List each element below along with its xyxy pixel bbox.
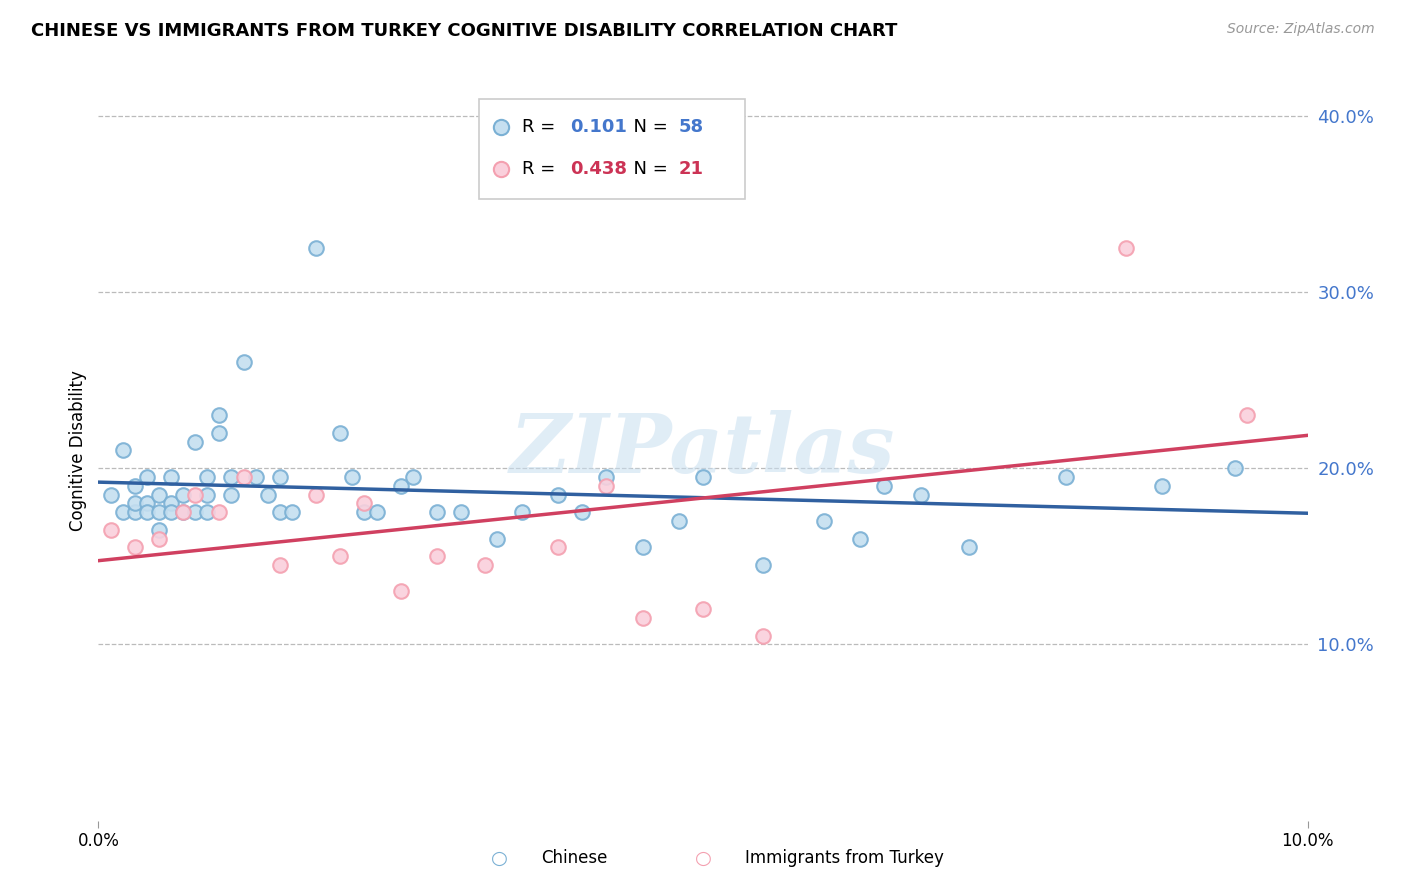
Text: CHINESE VS IMMIGRANTS FROM TURKEY COGNITIVE DISABILITY CORRELATION CHART: CHINESE VS IMMIGRANTS FROM TURKEY COGNIT… (31, 22, 897, 40)
Point (160, 496, 183, 510)
Point (668, 514, 690, 528)
Text: 58: 58 (679, 118, 704, 136)
Point (752, 558, 775, 572)
Point (571, 505, 593, 519)
Point (135, 470, 157, 484)
Point (111, 443, 134, 458)
Point (595, 470, 617, 484)
Point (547, 541, 569, 555)
Point (957, 541, 980, 555)
Point (184, 434, 207, 449)
Point (256, 487, 278, 501)
Point (124, 541, 146, 555)
Point (353, 496, 375, 510)
Point (426, 505, 449, 519)
Point (172, 487, 194, 501)
Point (366, 505, 388, 519)
Point (1115, 241, 1137, 255)
Point (172, 505, 194, 519)
Point (595, 479, 617, 493)
Point (208, 505, 231, 519)
Point (305, 241, 328, 255)
Point (269, 505, 291, 519)
Text: ZIPatlas: ZIPatlas (510, 410, 896, 491)
Point (269, 470, 291, 484)
Point (195, 487, 218, 501)
Point (342, 470, 364, 484)
Text: 21: 21 (679, 161, 704, 178)
Point (221, 470, 243, 484)
Text: Chinese: Chinese (541, 849, 607, 867)
Point (1236, 408, 1258, 422)
Point (631, 541, 654, 555)
Point (631, 611, 654, 625)
Point (426, 549, 449, 564)
Point (474, 558, 496, 572)
Point (124, 505, 146, 519)
Point (1223, 461, 1246, 475)
Text: ○: ○ (695, 848, 711, 868)
Point (305, 487, 328, 501)
Text: N =: N = (621, 161, 673, 178)
Y-axis label: Cognitive Disability: Cognitive Disability (69, 370, 87, 531)
Text: R =: R = (522, 161, 561, 178)
Text: 0.101: 0.101 (569, 118, 627, 136)
FancyBboxPatch shape (479, 99, 745, 199)
Point (692, 470, 714, 484)
Point (148, 487, 170, 501)
Point (232, 470, 254, 484)
Point (849, 532, 872, 546)
Point (1152, 479, 1174, 493)
Point (135, 505, 157, 519)
Point (813, 514, 835, 528)
Point (269, 558, 291, 572)
Point (195, 505, 218, 519)
Point (389, 584, 412, 599)
Point (195, 470, 218, 484)
Text: 0.438: 0.438 (569, 161, 627, 178)
Point (184, 487, 207, 501)
Point (135, 496, 157, 510)
Point (281, 505, 304, 519)
Point (245, 470, 267, 484)
Point (752, 628, 775, 642)
Point (160, 470, 183, 484)
Point (232, 355, 254, 369)
Point (184, 505, 207, 519)
Point (100, 523, 122, 537)
Text: ○: ○ (491, 848, 508, 868)
Point (124, 496, 146, 510)
Text: N =: N = (621, 118, 673, 136)
Point (547, 487, 569, 501)
Point (402, 470, 425, 484)
Point (148, 532, 170, 546)
Point (221, 487, 243, 501)
Point (172, 505, 194, 519)
Point (111, 505, 134, 519)
Point (208, 408, 231, 422)
Point (486, 532, 509, 546)
Point (148, 523, 170, 537)
Point (329, 425, 352, 440)
Point (124, 479, 146, 493)
Text: R =: R = (522, 118, 561, 136)
Point (873, 479, 896, 493)
Point (510, 505, 533, 519)
Point (450, 505, 472, 519)
Text: Source: ZipAtlas.com: Source: ZipAtlas.com (1227, 22, 1375, 37)
Point (160, 505, 183, 519)
Point (389, 479, 412, 493)
Text: Immigrants from Turkey: Immigrants from Turkey (745, 849, 943, 867)
Point (148, 505, 170, 519)
Point (910, 487, 932, 501)
Point (100, 487, 122, 501)
Point (692, 602, 714, 616)
Point (329, 549, 352, 564)
Point (353, 505, 375, 519)
Point (1054, 470, 1077, 484)
Point (208, 425, 231, 440)
